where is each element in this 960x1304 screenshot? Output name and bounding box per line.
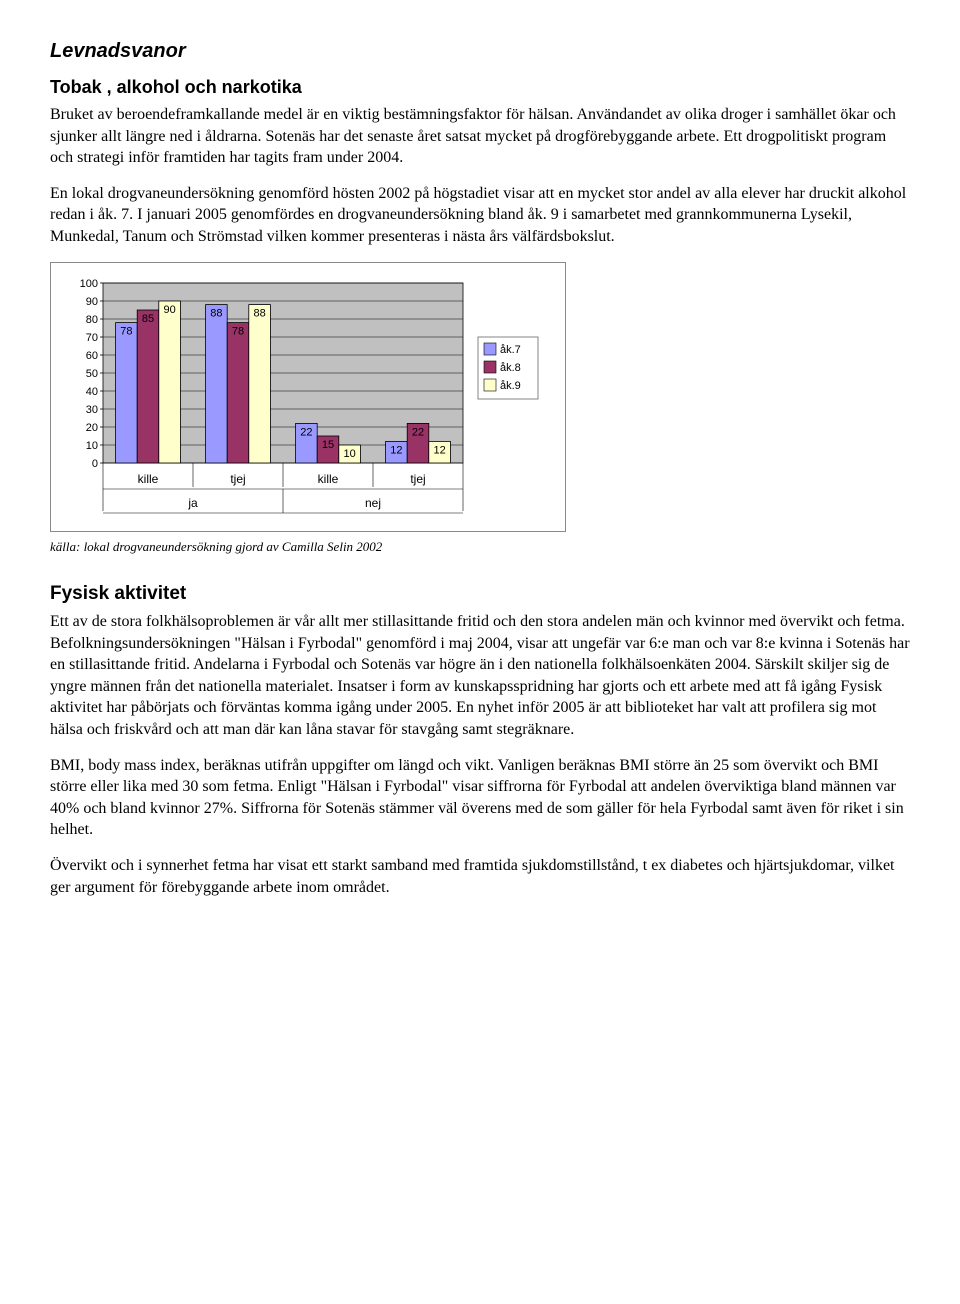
svg-text:90: 90	[86, 296, 98, 308]
bar-chart: 0 10 20 30 40 50 60 70 80 90 100 78 85 90 kille 88 78 88 t…	[63, 273, 553, 523]
chart-container: 0 10 20 30 40 50 60 70 80 90 100 78 85 90 kille 88 78 88 t…	[50, 262, 910, 532]
svg-text:tjej: tjej	[230, 472, 245, 486]
svg-text:15: 15	[322, 439, 334, 451]
svg-text:22: 22	[412, 426, 424, 438]
svg-text:50: 50	[86, 368, 98, 380]
svg-text:åk.7: åk.7	[500, 344, 521, 356]
svg-text:12: 12	[390, 444, 402, 456]
svg-text:ja: ja	[187, 496, 198, 510]
svg-text:88: 88	[210, 307, 222, 319]
svg-text:nej: nej	[365, 496, 381, 510]
svg-text:kille: kille	[138, 472, 159, 486]
svg-text:90: 90	[163, 304, 175, 316]
svg-text:100: 100	[80, 278, 98, 290]
svg-text:10: 10	[343, 448, 355, 460]
svg-text:85: 85	[142, 313, 154, 325]
svg-text:åk.9: åk.9	[500, 380, 521, 392]
section2-title: Fysisk aktivitet	[50, 583, 910, 605]
svg-text:kille: kille	[318, 472, 339, 486]
svg-text:tjej: tjej	[410, 472, 425, 486]
svg-text:70: 70	[86, 332, 98, 344]
section1-para1: Bruket av beroendeframkallande medel är …	[50, 104, 910, 169]
svg-text:22: 22	[300, 426, 312, 438]
section1-subtitle: Tobak , alkohol och narkotika	[50, 77, 910, 98]
section1-title: Levnadsvanor	[50, 40, 910, 63]
svg-text:åk.8: åk.8	[500, 362, 521, 374]
svg-text:60: 60	[86, 350, 98, 362]
section2-para1: Ett av de stora folkhälsoproblemen är vå…	[50, 611, 910, 741]
svg-text:80: 80	[86, 314, 98, 326]
chart-box: 0 10 20 30 40 50 60 70 80 90 100 78 85 90 kille 88 78 88 t…	[50, 262, 566, 532]
svg-text:20: 20	[86, 422, 98, 434]
chart-caption: källa: lokal drogvaneundersökning gjord …	[50, 538, 910, 556]
section2-para3: Övervikt och i synnerhet fetma har visat…	[50, 855, 910, 898]
svg-text:78: 78	[120, 325, 132, 337]
svg-text:0: 0	[92, 458, 98, 470]
svg-text:78: 78	[232, 325, 244, 337]
section1-para2: En lokal drogvaneundersökning genomförd …	[50, 183, 910, 248]
svg-text:88: 88	[253, 307, 265, 319]
svg-text:40: 40	[86, 386, 98, 398]
svg-text:12: 12	[433, 444, 445, 456]
svg-text:10: 10	[86, 440, 98, 452]
section2-para2: BMI, body mass index, beräknas utifrån u…	[50, 755, 910, 841]
svg-text:30: 30	[86, 404, 98, 416]
